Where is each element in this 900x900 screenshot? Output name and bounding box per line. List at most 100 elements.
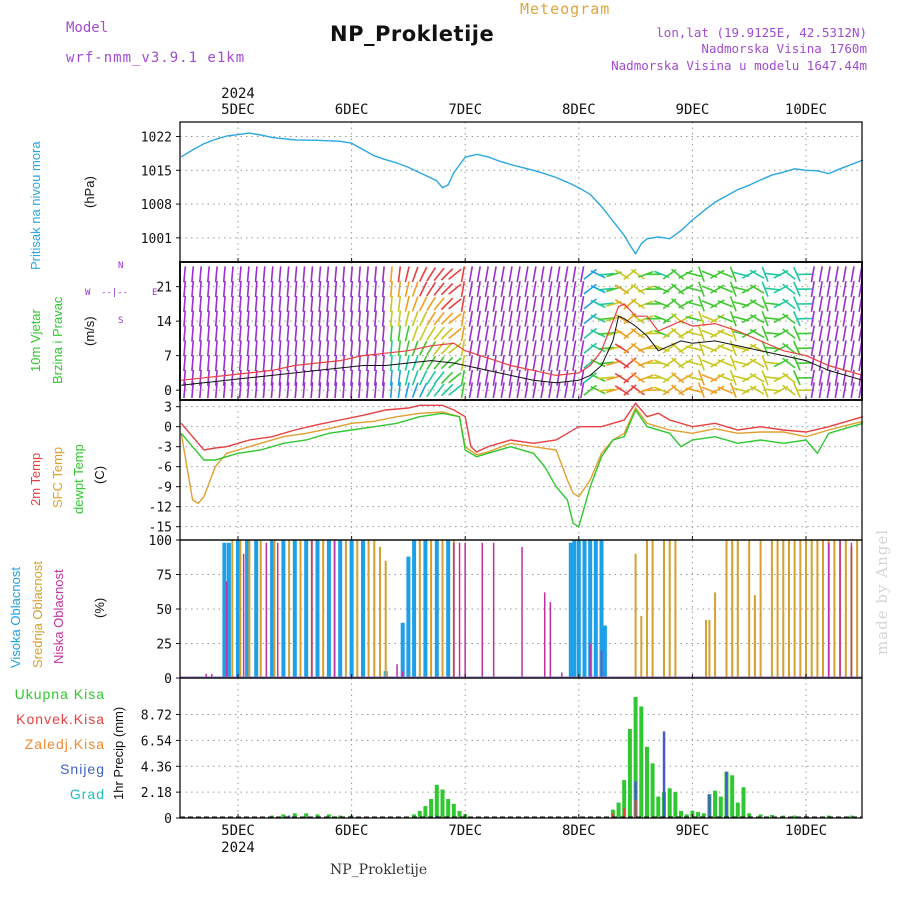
wind-barb: [710, 358, 725, 368]
total-precip-bar: [451, 803, 456, 818]
wind-barb: [448, 313, 462, 325]
wind-barb: [374, 281, 377, 298]
wind-barb: [678, 373, 693, 383]
low-cloud-bar: [402, 671, 404, 678]
wind-barb: [318, 340, 322, 357]
total-precip-bar: [758, 814, 763, 818]
wind-barb: [342, 369, 346, 386]
wind-barb: [717, 329, 734, 338]
wind-barb: [433, 311, 445, 326]
wind-barb: [508, 310, 513, 327]
wind-barb: [630, 384, 645, 396]
wind-barb: [834, 325, 839, 342]
wind-barb: [810, 266, 815, 283]
wind-barb: [207, 295, 210, 312]
wind-barb: [548, 355, 553, 372]
wind-barb: [418, 382, 428, 398]
total-precip-bar: [292, 813, 297, 818]
wind-barb: [729, 355, 737, 371]
wind-barb: [516, 310, 521, 327]
wind-barb: [397, 281, 402, 298]
bottom-date-tick: 5DEC: [221, 823, 255, 839]
wind-speed-line: [181, 315, 863, 386]
legend-snow: Snijeg: [60, 761, 105, 777]
mid-cloud-bar: [441, 540, 444, 678]
wind-barb: [418, 266, 428, 282]
wind-barb: [476, 325, 481, 342]
wind-barb: [381, 382, 385, 399]
wind-barb: [374, 355, 377, 372]
high-cloud-bar: [361, 540, 365, 678]
wind-barb: [548, 325, 553, 342]
mid-cloud-bar: [822, 540, 824, 678]
wind-barb: [262, 266, 266, 283]
wind-barb: [254, 281, 258, 298]
wind-barb: [540, 355, 545, 372]
wind-barb: [729, 296, 737, 312]
wind-barb: [556, 325, 561, 342]
convective-bar: [634, 800, 637, 818]
low-cloud-bar: [205, 673, 207, 678]
wind-barb: [729, 325, 737, 342]
mid-cloud-bar: [714, 592, 717, 678]
wind-barb: [411, 370, 419, 386]
panel-frame: [179, 399, 863, 541]
mid-cloud-bar: [259, 540, 262, 678]
wind-barb: [697, 281, 705, 297]
wind-barb: [623, 268, 637, 281]
top-date-tick: 10DEC: [785, 102, 827, 118]
wind-barb: [583, 372, 597, 384]
wind-barb: [623, 298, 637, 310]
wind-barb: [697, 325, 705, 342]
wind-barb: [782, 384, 796, 396]
wind-barb: [286, 325, 290, 342]
wind-barb: [556, 382, 561, 399]
wind-tick-label: 0: [164, 384, 172, 399]
wind-barb: [729, 266, 737, 283]
wind-barb: [524, 295, 529, 312]
wind-barb: [598, 272, 615, 276]
wind-barb: [685, 375, 702, 381]
wind-barb: [492, 382, 497, 399]
wind-barb: [440, 327, 454, 340]
wind-barb: [484, 310, 489, 327]
wind-barb: [440, 342, 454, 355]
wind-barb: [214, 382, 218, 399]
wind-barb: [524, 340, 529, 357]
wind-barb: [334, 325, 338, 342]
total-precip-bar: [718, 796, 723, 818]
wind-barb: [818, 340, 823, 357]
wind-barb: [411, 296, 419, 312]
wind-barb: [564, 266, 569, 283]
wind-barb: [623, 342, 637, 355]
wind-tick-label: 7: [164, 350, 172, 365]
wind-barb: [411, 310, 419, 327]
wind-barb: [834, 382, 839, 399]
wind-barb: [623, 372, 637, 384]
wind-barb: [548, 340, 553, 357]
wind-barb: [191, 340, 195, 357]
total-precip-bar: [622, 780, 627, 818]
wind-barb: [286, 266, 290, 283]
low-cloud-bar: [521, 546, 523, 678]
wind-barb: [230, 266, 234, 283]
total-precip-bar: [315, 814, 320, 818]
wind-barb: [183, 295, 187, 312]
wind-barb: [564, 382, 569, 399]
wind-barb: [850, 355, 855, 372]
wind-barb: [222, 295, 226, 312]
wind-barb: [397, 325, 402, 342]
high-cloud-bar: [400, 622, 405, 678]
wind-barb: [366, 310, 369, 327]
wind-barb: [411, 355, 419, 371]
total-precip-bar: [434, 784, 439, 818]
wind-barb: [374, 340, 377, 357]
wind-barb: [214, 369, 218, 386]
wind-barb: [302, 310, 306, 327]
mid-cloud-bar: [776, 540, 779, 678]
wind-barb: [366, 355, 369, 372]
wind-barb: [262, 382, 266, 399]
wind-barb: [685, 301, 702, 307]
wind-barb: [761, 296, 769, 312]
wind-barb: [572, 340, 577, 357]
